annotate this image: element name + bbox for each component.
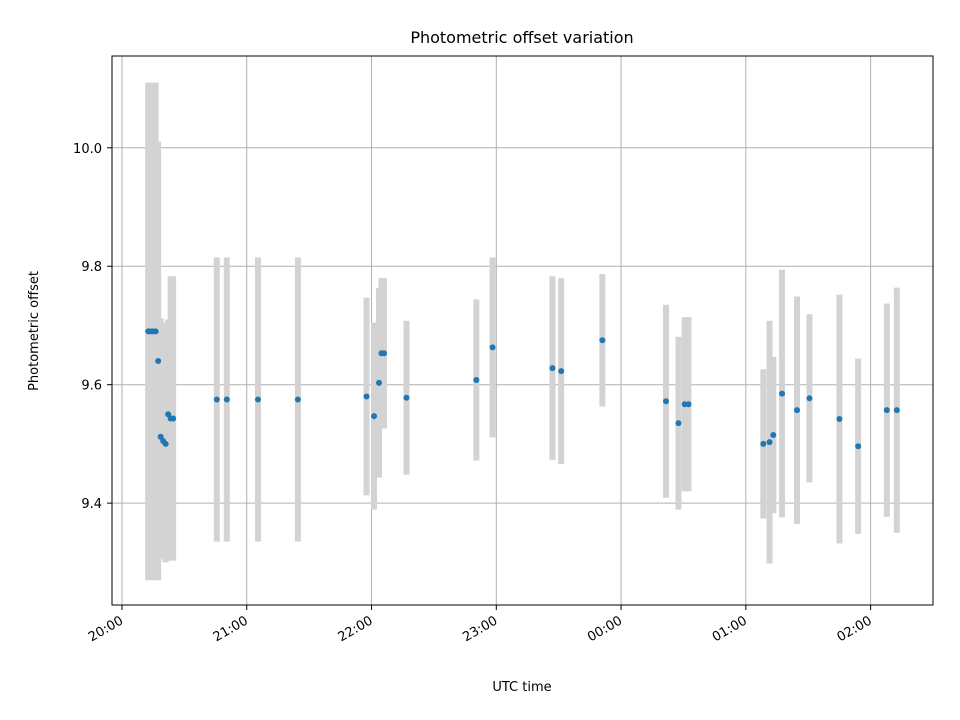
data-point <box>363 393 370 400</box>
data-point <box>170 415 177 422</box>
data-point <box>371 413 378 420</box>
data-point <box>855 443 862 450</box>
x-tick-label: 00:00 <box>585 613 625 645</box>
data-point <box>779 390 786 397</box>
x-tick-label: 23:00 <box>460 613 500 645</box>
y-tick-label: 9.4 <box>81 497 102 512</box>
data-point <box>376 379 383 386</box>
data-point <box>599 337 606 344</box>
data-point <box>162 440 169 447</box>
data-point <box>549 365 556 372</box>
data-point <box>883 407 890 414</box>
data-point <box>152 328 159 335</box>
y-axis-label: Photometric offset <box>27 271 42 391</box>
data-point <box>294 396 301 403</box>
x-axis-label: UTC time <box>492 680 551 695</box>
data-point <box>403 394 410 401</box>
data-point <box>223 396 230 403</box>
y-tick-label: 9.6 <box>81 379 102 394</box>
data-point <box>793 407 800 414</box>
data-point <box>155 358 162 364</box>
data-point <box>254 396 261 403</box>
data-point <box>685 401 692 408</box>
data-point <box>806 395 813 402</box>
data-point <box>770 432 777 439</box>
data-point <box>473 376 480 383</box>
data-point <box>558 368 565 375</box>
point-layer <box>145 328 900 450</box>
plot-frame <box>111 55 934 606</box>
chart-title: Photometric offset variation <box>410 28 633 47</box>
data-point <box>213 396 220 403</box>
x-tick-label: 22:00 <box>336 613 376 645</box>
data-point <box>662 398 669 405</box>
y-tick-label: 10.0 <box>73 142 102 157</box>
data-point <box>381 350 388 357</box>
x-tick-label: 20:00 <box>86 613 126 645</box>
x-tick-label: 01:00 <box>710 613 750 645</box>
data-point <box>760 440 767 447</box>
x-tick-label: 02:00 <box>835 613 875 645</box>
errorbar-layer <box>145 82 900 581</box>
x-tick-label: 21:00 <box>211 613 251 645</box>
data-point <box>893 407 900 414</box>
y-tick-label: 9.8 <box>81 260 102 275</box>
data-point <box>836 416 843 423</box>
data-point <box>766 439 773 446</box>
data-point <box>489 344 496 351</box>
data-point <box>675 420 682 427</box>
